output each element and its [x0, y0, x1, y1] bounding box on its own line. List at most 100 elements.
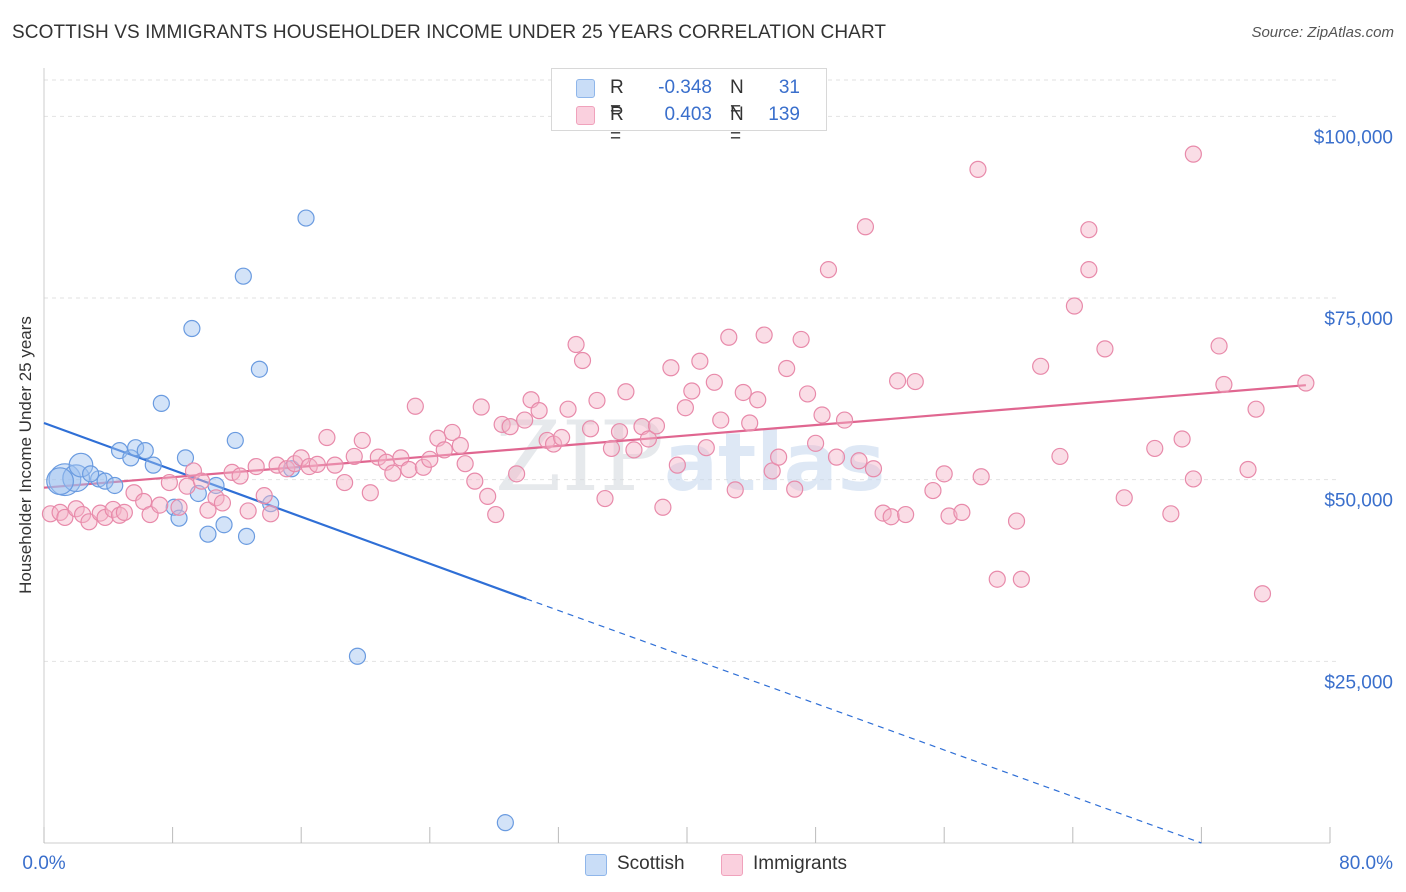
immigrants-point — [969, 160, 987, 178]
immigrants-point — [1012, 570, 1030, 588]
immigrants-point — [231, 467, 249, 485]
watermark-atlas: atlas — [664, 416, 885, 509]
immigrants-point — [819, 261, 838, 279]
immigrants-point — [466, 472, 484, 490]
scottish-point — [282, 460, 301, 478]
immigrants-point — [647, 417, 666, 435]
legend-swatch-scottish — [576, 79, 595, 98]
legend-r-label: R = — [610, 104, 624, 147]
immigrants-point — [199, 501, 217, 519]
chart-title: SCOTTISH VS IMMIGRANTS HOUSEHOLDER INCOM… — [12, 22, 887, 43]
scottish-point — [348, 647, 367, 665]
legend-n-label: N = — [730, 104, 744, 147]
immigrants-point — [639, 430, 658, 448]
immigrants-point — [400, 460, 418, 479]
y-tick-label: $100,000 — [1314, 127, 1393, 148]
immigrants-point — [170, 498, 188, 516]
immigrants-point — [406, 397, 424, 415]
y-axis-label: Householder Income Under 25 years — [16, 316, 35, 594]
immigrants-point — [286, 455, 304, 473]
immigrants-point — [567, 335, 585, 354]
immigrants-point — [345, 447, 363, 466]
legend-label-immigrants: Immigrants — [753, 853, 847, 874]
immigrants-point — [683, 382, 701, 400]
immigrants-point — [691, 352, 709, 370]
scottish-point — [106, 476, 124, 495]
immigrants-point — [1173, 430, 1191, 448]
scottish-point — [176, 449, 195, 467]
series-legend: Scottish Immigrants — [0, 852, 1406, 878]
legend-r-value: -0.348 — [658, 77, 712, 98]
immigrants-point — [479, 487, 497, 505]
immigrants-point — [353, 431, 371, 450]
immigrants-point — [247, 457, 265, 476]
immigrants-point — [897, 505, 915, 524]
immigrants-point — [712, 411, 730, 429]
immigrants-point — [749, 391, 767, 409]
immigrants-point — [421, 450, 439, 468]
immigrants-point — [813, 406, 831, 424]
immigrants-point — [778, 359, 796, 378]
immigrants-point — [741, 414, 759, 432]
immigrants-point — [662, 359, 680, 377]
scottish-point — [127, 439, 145, 457]
immigrants-point — [178, 477, 196, 495]
immigrants-point — [720, 328, 738, 346]
immigrants-point — [456, 455, 474, 473]
immigrants-point — [864, 460, 883, 478]
immigrants-point — [935, 465, 953, 483]
scottish-point — [250, 360, 269, 378]
scottish-point — [136, 442, 154, 460]
immigrants-point — [573, 351, 592, 370]
immigrants-point — [451, 436, 469, 455]
immigrants-point — [435, 441, 453, 459]
immigrants-point — [1162, 505, 1180, 523]
immigrants-point — [1146, 439, 1164, 458]
immigrants-point — [726, 481, 744, 499]
scottish-point — [199, 525, 217, 543]
immigrants-point — [755, 326, 773, 344]
immigrants-point — [192, 472, 211, 490]
scottish-point — [183, 319, 201, 338]
immigrants-point — [697, 439, 715, 457]
immigrants-point — [80, 513, 98, 531]
immigrants-point — [770, 448, 788, 466]
immigrants-point — [850, 452, 868, 470]
immigrants-point — [336, 473, 354, 492]
immigrants-point — [1051, 447, 1069, 466]
immigrants-point — [1032, 357, 1050, 375]
x-tick-label: 0.0% — [22, 853, 65, 874]
immigrants-point — [953, 503, 971, 521]
watermark-zip: ZIP — [495, 401, 664, 513]
immigrants-point — [125, 484, 143, 502]
immigrants-point — [115, 503, 133, 521]
immigrants-point — [326, 456, 344, 474]
scottish-point — [297, 209, 315, 227]
legend-n-value: 139 — [768, 104, 800, 125]
immigrants-point — [763, 462, 781, 480]
immigrants-point — [581, 420, 600, 438]
immigrants-point — [610, 423, 629, 441]
immigrants-point — [588, 391, 606, 410]
immigrants-point — [972, 468, 990, 486]
immigrants-point — [1184, 145, 1202, 163]
data-points — [41, 145, 1315, 832]
immigrants-point — [516, 411, 534, 429]
scottish-point — [68, 452, 94, 478]
scottish-point — [496, 814, 514, 832]
watermark: ZIPatlas — [495, 401, 885, 513]
immigrants-point — [1184, 470, 1202, 488]
immigrants-point — [1115, 489, 1133, 507]
scottish-point — [122, 449, 140, 467]
immigrants-point — [625, 441, 643, 459]
immigrants-point — [792, 330, 810, 349]
immigrants-point — [676, 399, 694, 417]
y-tick-label: $50,000 — [1324, 491, 1393, 512]
immigrants-point — [51, 503, 69, 521]
scottish-point — [152, 394, 170, 412]
scottish-point — [144, 456, 162, 474]
immigrants-point — [361, 484, 379, 502]
immigrants-point — [151, 496, 169, 514]
immigrants-point — [56, 508, 74, 527]
